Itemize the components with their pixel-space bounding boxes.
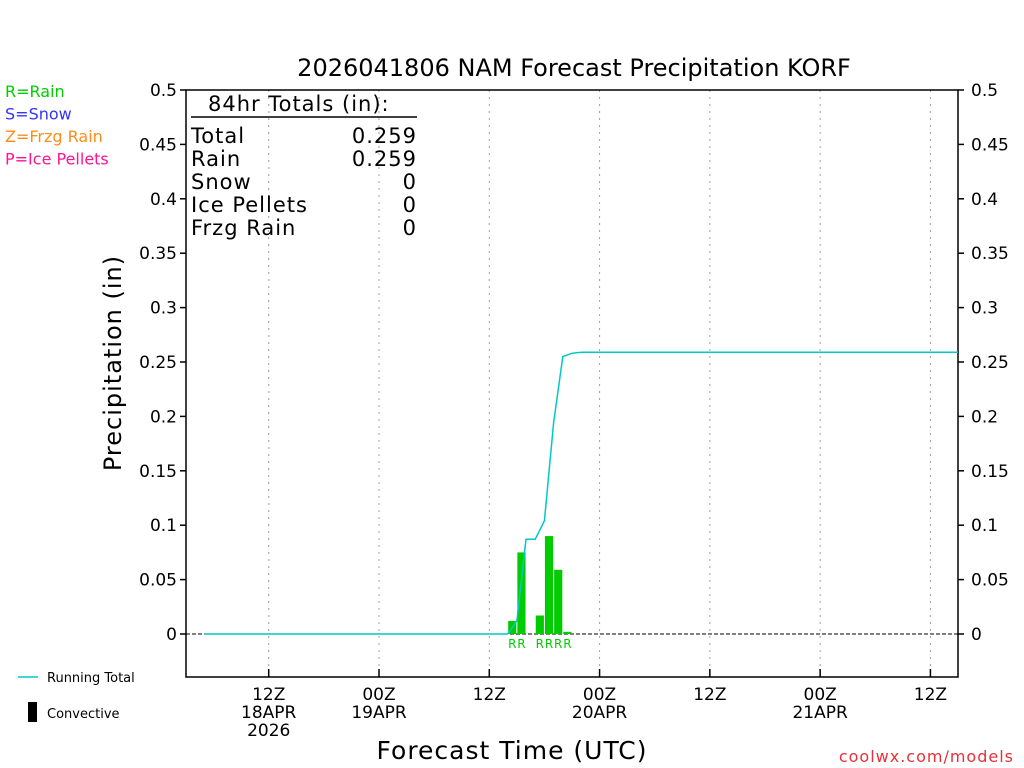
- totals-row-value: 0.259: [352, 124, 417, 148]
- y-tick-label: 0.25: [139, 353, 177, 373]
- y-axis-right: 0 0.05 0.1 0.15 0.2 0.25 0.3 0.35 0.4 0.45 0.5: [958, 81, 1009, 645]
- y-tick-label-right: 0.05: [971, 571, 1009, 591]
- y-tick-label: 0.5: [150, 81, 177, 101]
- precip-bar: [544, 536, 554, 634]
- totals-row-label: Total: [190, 124, 245, 148]
- x-tick-label: 00Z: [362, 685, 395, 705]
- precip-legend-item: P=Ice Pellets: [5, 150, 109, 169]
- x-tick-label: 12Z: [693, 685, 726, 705]
- totals-row-label: Frzg Rain: [191, 216, 296, 240]
- precip-bar: [517, 552, 526, 634]
- x-tick-label: 00Z: [583, 685, 616, 705]
- totals-row-value: 0.259: [352, 147, 417, 171]
- running-total-line: [204, 351, 958, 635]
- y-tick-label: 0.35: [139, 244, 177, 264]
- running-total-legend-label: Running Total: [47, 671, 135, 686]
- x-tick-label: 00Z: [804, 685, 837, 705]
- y-tick-label: 0.1: [150, 516, 177, 536]
- y-tick-label-right: 0.3: [971, 299, 998, 319]
- totals-heading: 84hr Totals (in):: [208, 92, 390, 116]
- precip-legend-item: S=Snow: [5, 105, 72, 124]
- convective-legend-label: Convective: [47, 707, 120, 722]
- y-tick-label-right: 0.5: [971, 81, 998, 101]
- x-tick-label: 12Z: [473, 685, 506, 705]
- x-tick-label: 21APR: [792, 703, 848, 723]
- y-axis-label: Precipitation (in): [99, 255, 127, 471]
- totals-row-label: Snow: [191, 170, 252, 194]
- totals-row-label: Rain: [191, 147, 241, 171]
- precip-type-label: R: [517, 637, 525, 651]
- totals-row-value: 0: [403, 193, 417, 217]
- credit-text: coolwx.com/models: [839, 747, 1014, 766]
- precip-type-legend: R=Rain S=Snow Z=Frzg Rain P=Ice Pellets: [5, 82, 109, 169]
- y-tick-label: 0: [166, 625, 177, 645]
- y-tick-label-right: 0.25: [971, 353, 1009, 373]
- y-tick-label-right: 0: [971, 625, 982, 645]
- x-tick-label: 19APR: [351, 703, 407, 723]
- precip-type-label: R: [545, 637, 553, 651]
- y-axis-left: 0 0.05 0.1 0.15 0.2 0.25 0.3 0.35 0.4 0.45 0.5: [139, 81, 186, 645]
- y-tick-label-right: 0.2: [971, 407, 998, 427]
- precip-legend-item: R=Rain: [5, 82, 65, 101]
- y-tick-label: 0.05: [139, 571, 177, 591]
- x-tick-label: 2026: [247, 721, 290, 741]
- y-tick-label-right: 0.4: [971, 190, 998, 210]
- x-tick-label: 12Z: [914, 685, 947, 705]
- x-tick-label: 20APR: [572, 703, 628, 723]
- y-tick-label: 0.4: [150, 190, 177, 210]
- y-tick-label: 0.2: [150, 407, 177, 427]
- totals-row-value: 0: [403, 216, 417, 240]
- totals-row-label: Ice Pellets: [191, 193, 308, 217]
- totals-row-value: 0: [403, 170, 417, 194]
- y-tick-label-right: 0.1: [971, 516, 998, 536]
- chart-title: 2026041806 NAM Forecast Precipitation KO…: [297, 54, 851, 82]
- convective-legend-swatch: [28, 702, 37, 722]
- plot-frame: [185, 89, 959, 678]
- y-tick-label-right: 0.45: [971, 135, 1009, 155]
- precip-bar: [535, 615, 544, 634]
- precip-type-label: R: [554, 637, 562, 651]
- y-tick-label: 0.15: [139, 462, 177, 482]
- series-legend: Running Total Convective: [18, 671, 135, 722]
- x-tick-label: 18APR: [241, 703, 297, 723]
- precip-type-label: R: [536, 637, 544, 651]
- y-tick-label-right: 0.35: [971, 244, 1009, 264]
- precip-bar: [563, 631, 572, 634]
- x-tick-label: 12Z: [252, 685, 285, 705]
- x-axis-label: Forecast Time (UTC): [377, 736, 648, 765]
- y-tick-label-right: 0.15: [971, 462, 1009, 482]
- precip-type-label: R: [563, 637, 571, 651]
- precip-legend-item: Z=Frzg Rain: [5, 127, 103, 146]
- totals-table: 84hr Totals (in): Total 0.259 Rain 0.259 Sno…: [190, 92, 417, 240]
- y-tick-label: 0.3: [150, 299, 177, 319]
- y-tick-label: 0.45: [139, 135, 177, 155]
- vertical-gridlines: [268, 90, 931, 677]
- precip-bar: [554, 569, 563, 634]
- precip-type-label: R: [508, 637, 516, 651]
